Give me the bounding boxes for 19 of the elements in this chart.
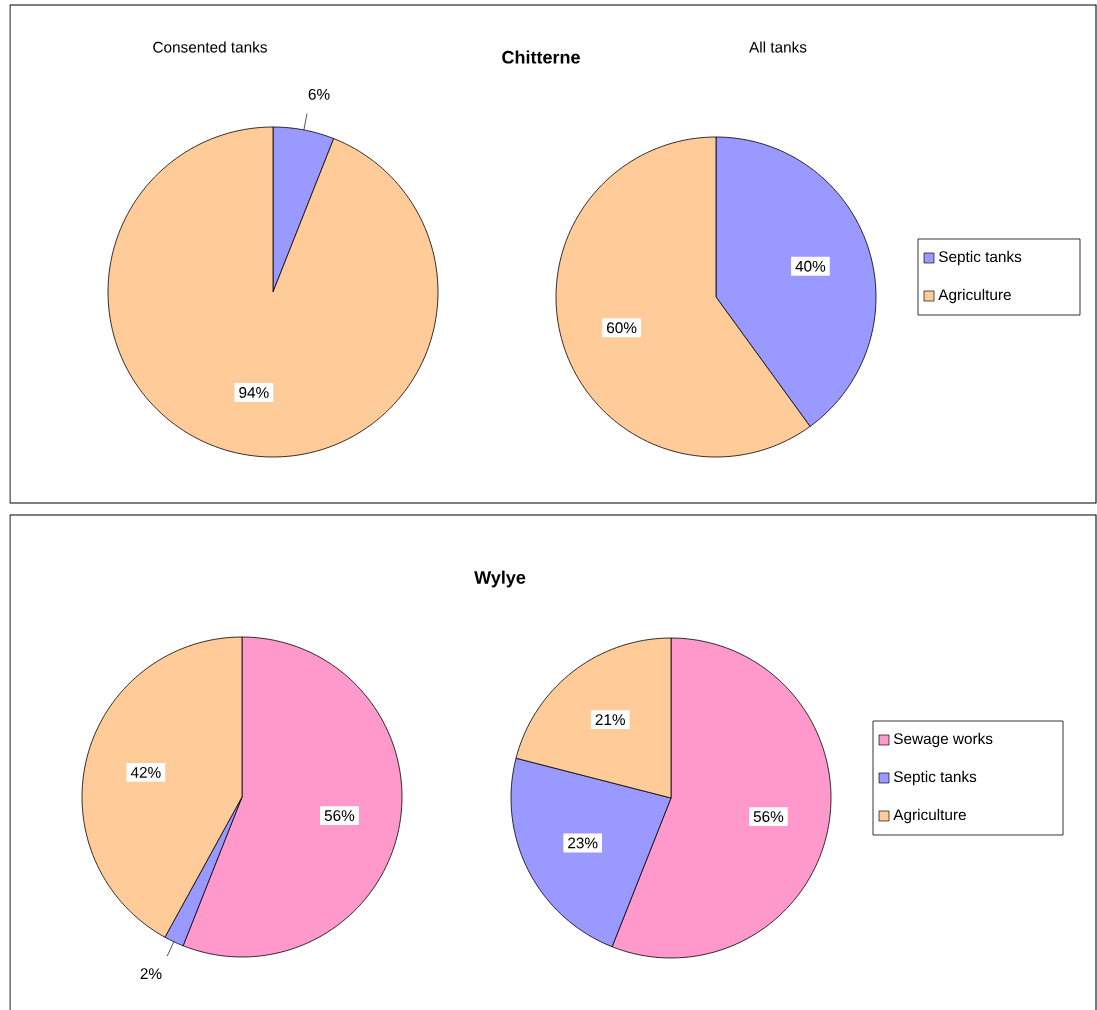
text: Chitterne bbox=[502, 50, 580, 64]
data-label: 56% bbox=[324, 810, 355, 821]
data-label: 56% bbox=[753, 811, 784, 822]
data-label: 6% bbox=[308, 88, 330, 100]
legend-label: Agriculture bbox=[893, 808, 966, 824]
data-label: 40% bbox=[795, 260, 826, 272]
data-label: 42% bbox=[130, 766, 161, 778]
legend-label: Sewage works bbox=[893, 732, 993, 748]
data-label: 60% bbox=[607, 322, 637, 334]
text: Wylye bbox=[474, 570, 526, 588]
data-label: 2% bbox=[140, 968, 162, 980]
data-label: 94% bbox=[239, 387, 269, 398]
chart-subtitle: All tanks bbox=[749, 41, 807, 53]
data-label: 21% bbox=[595, 714, 625, 725]
legend-label: Agriculture bbox=[938, 288, 1011, 304]
legend-label: Septic tanks bbox=[938, 250, 1022, 266]
data-label: 23% bbox=[568, 837, 598, 849]
legend-label: Septic tanks bbox=[893, 770, 977, 786]
chart-subtitle: Consented tanks bbox=[153, 41, 267, 53]
